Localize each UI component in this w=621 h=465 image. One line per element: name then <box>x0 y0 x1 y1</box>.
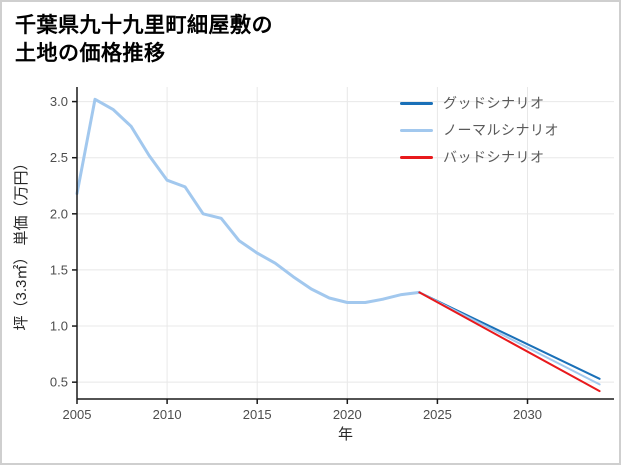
chart-legend: グッドシナリオ ノーマルシナリオ バッドシナリオ <box>400 94 559 166</box>
x-axis-label: 年 <box>338 426 353 443</box>
y-axis-label: 坪（3.3㎡） 単価（万円） <box>13 155 30 330</box>
legend-item-normal-scenario: ノーマルシナリオ <box>400 121 559 139</box>
y-tick-label: 0.5 <box>50 375 68 390</box>
legend-item-good-scenario: グッドシナリオ <box>400 94 559 112</box>
chart-title-line2: 土地の価格推移 <box>15 41 166 65</box>
y-tick-label: 2.0 <box>50 206 68 221</box>
y-tick-label: 3.0 <box>50 94 68 109</box>
chart-title: 千葉県九十九里町細屋敷の 土地の価格推移 <box>15 12 273 67</box>
y-tick-label: 2.5 <box>50 150 68 165</box>
x-tick-label: 2015 <box>243 407 272 422</box>
x-tick-label: 2005 <box>63 407 92 422</box>
legend-item-bad-scenario: バッドシナリオ <box>400 148 559 166</box>
series-line-history-実績（ノーマル） <box>75 97 421 304</box>
legend-swatch-bad-scenario <box>400 155 433 159</box>
legend-swatch-normal-scenario <box>400 128 433 132</box>
legend-label-bad-scenario: バッドシナリオ <box>443 149 545 165</box>
legend-label-good-scenario: グッドシナリオ <box>443 95 545 111</box>
x-tick-label: 2020 <box>333 407 362 422</box>
legend-label-normal-scenario: ノーマルシナリオ <box>443 122 559 138</box>
legend-swatch-good-scenario <box>400 101 433 105</box>
x-tick-label: 2030 <box>513 407 542 422</box>
x-tick-label: 2025 <box>423 407 452 422</box>
chart-title-line1: 千葉県九十九里町細屋敷の <box>15 14 273 37</box>
y-tick-label: 1.0 <box>50 319 68 334</box>
x-tick-label: 2010 <box>153 407 182 422</box>
series-line-forecast-バッドシナリオ <box>418 291 601 393</box>
y-tick-label: 1.5 <box>50 262 68 277</box>
